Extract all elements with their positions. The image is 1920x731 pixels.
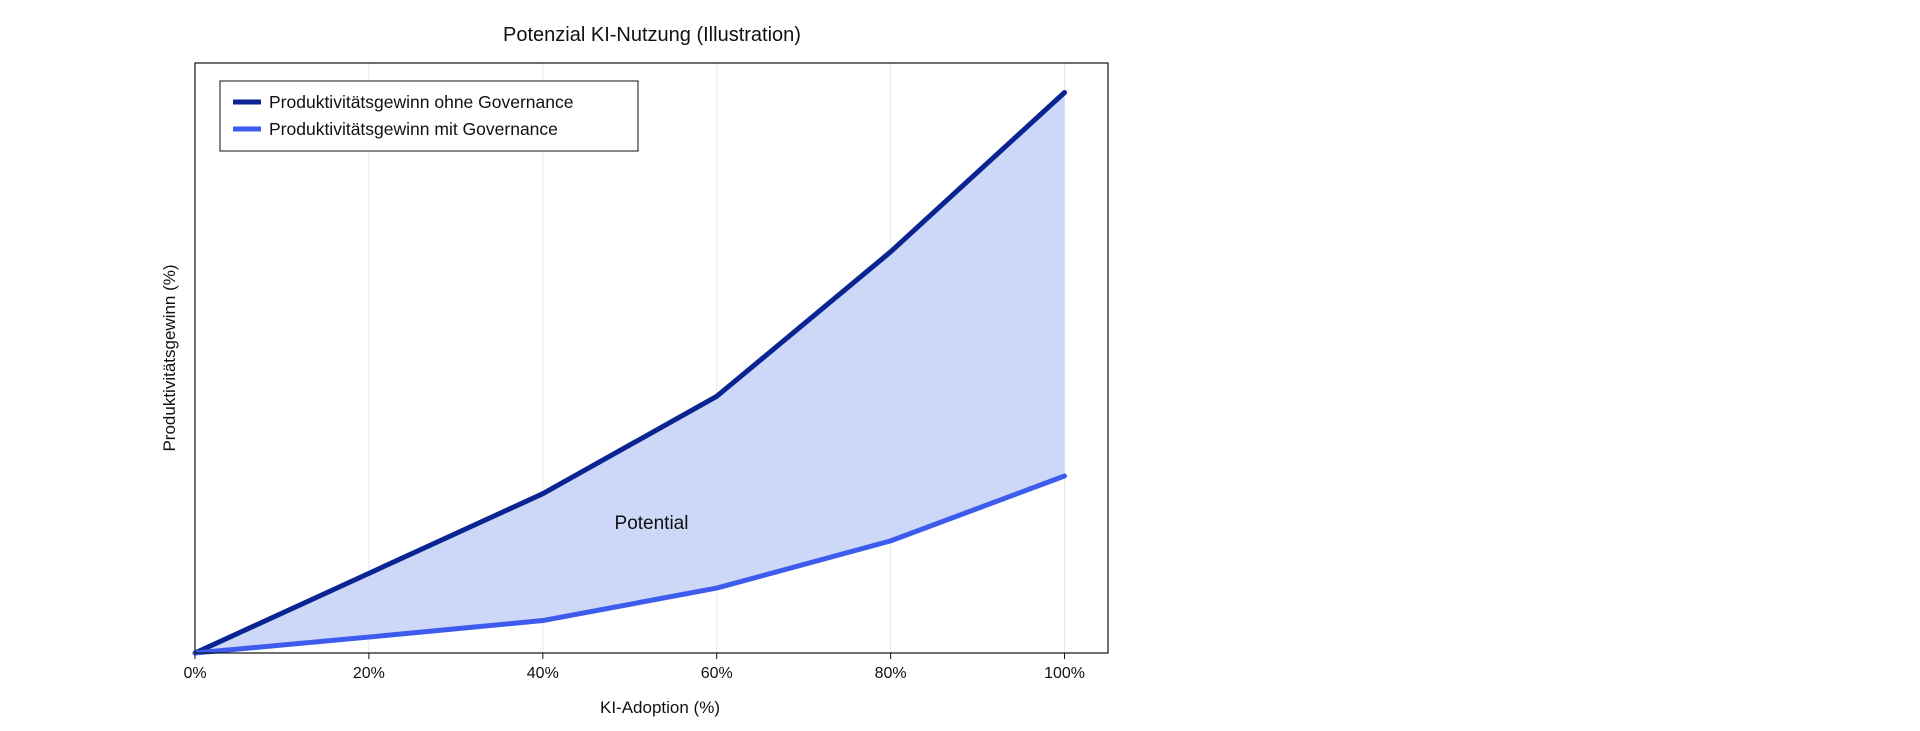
x-tick-label: 40% bbox=[527, 665, 559, 682]
plot-frame bbox=[194, 62, 1109, 654]
x-tick-label: 0% bbox=[183, 665, 206, 682]
x-tick-label: 60% bbox=[701, 665, 733, 682]
potential-annotation: Potential bbox=[615, 513, 689, 534]
legend-label-2: Produktivitätsgewinn mit Governance bbox=[269, 119, 558, 139]
y-axis-label: Produktivitätsgewinn (%) bbox=[160, 264, 179, 451]
legend: Produktivitätsgewinn ohne Governance Prod… bbox=[219, 80, 639, 152]
legend-label-1: Produktivitätsgewinn ohne Governance bbox=[269, 92, 574, 112]
x-axis-label: KI-Adoption (%) bbox=[600, 698, 720, 717]
x-tick-label: 20% bbox=[353, 665, 385, 682]
legend-box bbox=[219, 80, 639, 152]
chart-title: Potenzial KI-Nutzung (Illustration) bbox=[503, 24, 801, 46]
x-axis-ticks: 0% 20% 40% 60% 80% 100% bbox=[183, 653, 1085, 682]
x-tick-label: 80% bbox=[875, 665, 907, 682]
x-tick-label: 100% bbox=[1044, 665, 1085, 682]
series-lines bbox=[192, 90, 1068, 656]
series-line-1 bbox=[192, 90, 1068, 656]
potential-fill-area bbox=[195, 92, 1065, 653]
series-line-2 bbox=[192, 473, 1068, 656]
